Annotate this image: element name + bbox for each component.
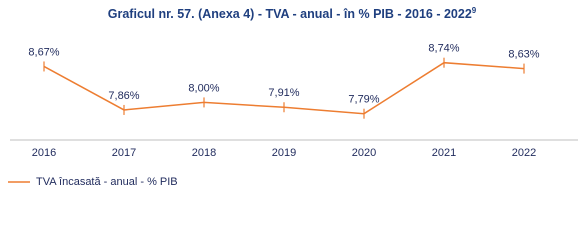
x-tick-label: 2017 xyxy=(112,147,136,159)
x-tick-label: 2019 xyxy=(272,147,296,159)
value-label: 7,91% xyxy=(268,87,299,99)
chart: Graficul nr. 57. (Anexa 4) - TVA - anual… xyxy=(8,6,578,188)
x-tick-label: 2021 xyxy=(432,147,456,159)
x-tick-label: 2020 xyxy=(352,147,376,159)
value-label: 7,86% xyxy=(108,90,139,102)
legend-label: TVA încasată - anual - % PIB xyxy=(36,176,178,188)
x-tick-label: 2018 xyxy=(192,147,216,159)
x-tick-label: 2016 xyxy=(32,147,56,159)
value-label: 8,74% xyxy=(428,43,459,55)
value-label: 8,00% xyxy=(188,82,219,94)
title-text: Graficul nr. 57. (Anexa 4) - TVA - anual… xyxy=(108,7,472,21)
value-label: 8,63% xyxy=(508,49,539,61)
value-label: 8,67% xyxy=(28,46,59,58)
chart-title: Graficul nr. 57. (Anexa 4) - TVA - anual… xyxy=(108,6,477,21)
value-label: 7,79% xyxy=(348,94,379,106)
x-tick-label: 2022 xyxy=(512,147,536,159)
title-footnote: 9 xyxy=(472,6,477,15)
